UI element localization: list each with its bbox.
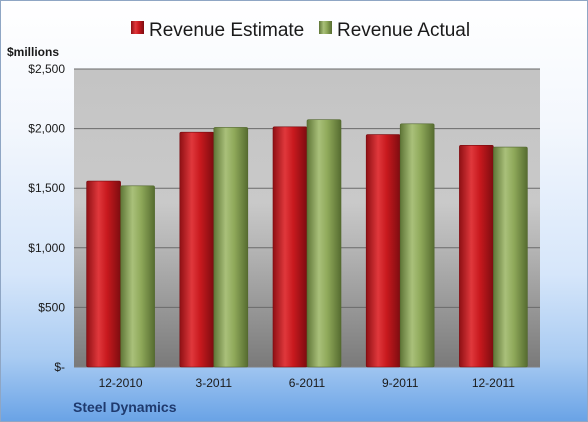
x-tick-label: 6-2011 <box>289 376 326 390</box>
x-tick-label: 9-2011 <box>382 376 419 390</box>
legend: Revenue Estimate Revenue Actual <box>131 20 470 41</box>
bar-actual-3-2011 <box>213 127 249 368</box>
x-tick-label: 3-2011 <box>196 376 233 390</box>
x-axis-ticks: 12-2010 3-2011 6-2011 9-2011 12-2011 <box>99 376 516 390</box>
bar-actual-6-2011 <box>306 119 342 368</box>
legend-swatch-estimate <box>131 21 144 34</box>
bar-actual-12-2010 <box>120 185 155 368</box>
y-tick-label: $1,000 <box>28 241 65 255</box>
bar-estimate-12-2011 <box>459 144 494 368</box>
x-tick-label: 12-2011 <box>472 376 515 390</box>
bar-estimate-3-2011 <box>179 131 215 368</box>
legend-label-actual: Revenue Actual <box>337 20 470 41</box>
bar-actual-12-2011 <box>493 146 528 368</box>
y-unit-label: $millions <box>7 45 59 59</box>
legend-item-actual: Revenue Actual <box>319 20 470 41</box>
bar-estimate-12-2010 <box>86 180 121 368</box>
x-tick-label: 12-2010 <box>99 376 143 390</box>
y-tick-label: $1,500 <box>28 181 65 195</box>
bar-estimate-9-2011 <box>365 134 401 368</box>
bars <box>86 119 528 368</box>
legend-swatch-actual <box>319 21 332 34</box>
company-name: Steel Dynamics <box>73 399 177 415</box>
legend-label-estimate: Revenue Estimate <box>149 20 304 41</box>
bar-estimate-6-2011 <box>272 126 308 368</box>
legend-item-estimate: Revenue Estimate <box>131 20 304 41</box>
bar-actual-9-2011 <box>399 123 435 368</box>
y-tick-label: $2,000 <box>28 122 65 136</box>
y-tick-label: $500 <box>38 300 65 314</box>
y-tick-label: $2,500 <box>28 62 65 76</box>
y-tick-label: $- <box>54 360 65 374</box>
y-axis-ticks: $- $500 $1,000 $1,500 $2,000 $2,500 <box>28 62 65 374</box>
